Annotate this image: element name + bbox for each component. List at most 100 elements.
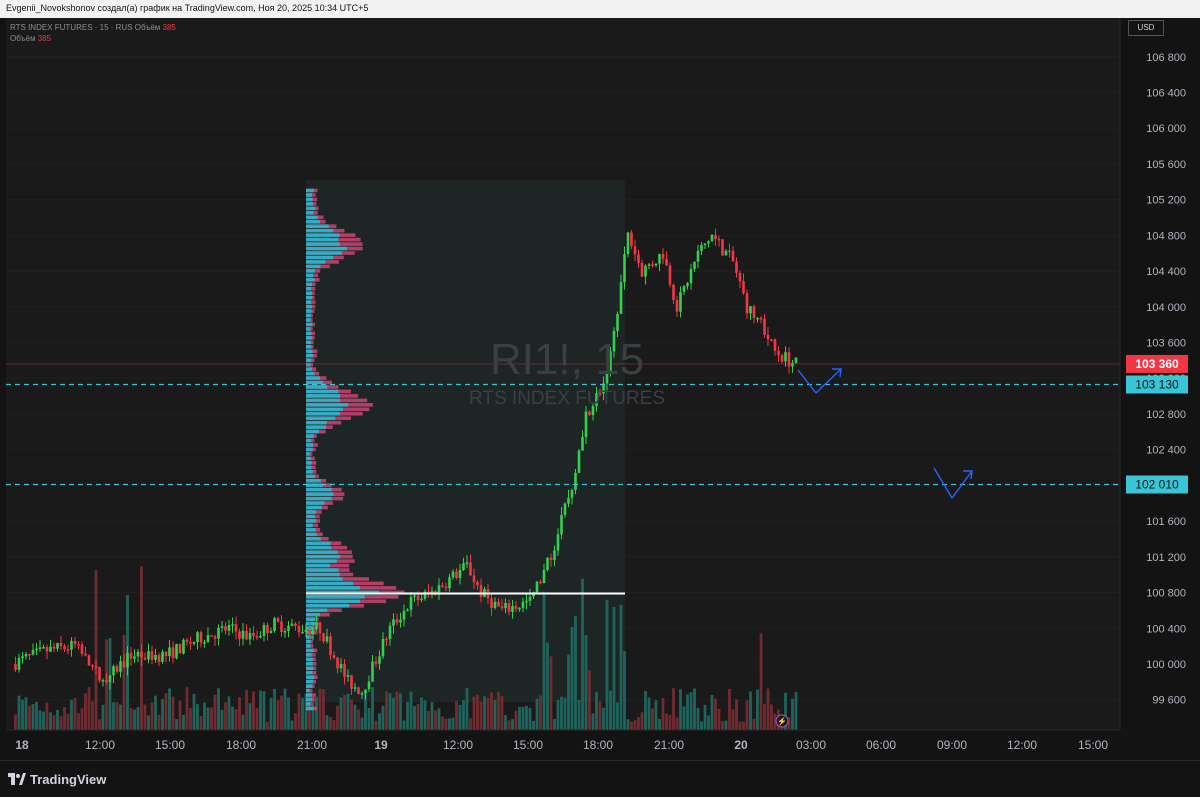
candle[interactable] bbox=[357, 687, 360, 694]
candle[interactable] bbox=[385, 638, 388, 641]
forecast-arrow-1[interactable] bbox=[797, 368, 842, 395]
candle[interactable] bbox=[378, 656, 381, 664]
candle[interactable] bbox=[640, 262, 644, 277]
candle[interactable] bbox=[84, 653, 87, 656]
candle[interactable] bbox=[287, 625, 290, 632]
candle[interactable] bbox=[455, 571, 458, 579]
candle[interactable] bbox=[602, 383, 605, 394]
candle[interactable] bbox=[294, 623, 297, 627]
candle[interactable] bbox=[98, 666, 101, 681]
candle[interactable] bbox=[560, 514, 563, 535]
candle[interactable] bbox=[710, 234, 714, 242]
candle[interactable] bbox=[45, 647, 49, 652]
candle[interactable] bbox=[497, 601, 500, 607]
candle[interactable] bbox=[794, 357, 798, 363]
candle[interactable] bbox=[574, 472, 577, 491]
volume-profile-range[interactable] bbox=[306, 180, 625, 702]
candle[interactable] bbox=[619, 282, 623, 314]
candle[interactable] bbox=[56, 643, 59, 649]
candle[interactable] bbox=[696, 250, 700, 262]
candle[interactable] bbox=[63, 646, 66, 650]
candle[interactable] bbox=[143, 657, 147, 660]
candle[interactable] bbox=[266, 624, 269, 634]
candle[interactable] bbox=[224, 626, 227, 631]
candle[interactable] bbox=[185, 639, 189, 642]
candle[interactable] bbox=[448, 577, 451, 589]
candle[interactable] bbox=[308, 629, 311, 634]
candle[interactable] bbox=[119, 661, 122, 672]
candle[interactable] bbox=[728, 250, 731, 253]
candle[interactable] bbox=[665, 258, 668, 266]
candle[interactable] bbox=[553, 550, 556, 561]
candle[interactable] bbox=[791, 362, 794, 367]
candle[interactable] bbox=[633, 246, 637, 255]
candle[interactable] bbox=[325, 636, 329, 642]
candle[interactable] bbox=[605, 371, 609, 384]
candle[interactable] bbox=[703, 243, 707, 245]
candle[interactable] bbox=[490, 598, 493, 608]
candle[interactable] bbox=[199, 632, 203, 643]
candle[interactable] bbox=[241, 630, 245, 639]
candle[interactable] bbox=[595, 393, 598, 407]
candle[interactable] bbox=[679, 291, 682, 312]
candle[interactable] bbox=[175, 644, 178, 659]
candle[interactable] bbox=[42, 647, 45, 649]
candle[interactable] bbox=[259, 635, 262, 638]
candle[interactable] bbox=[301, 632, 304, 634]
candle[interactable] bbox=[234, 624, 238, 632]
candle[interactable] bbox=[14, 664, 17, 670]
candle[interactable] bbox=[742, 281, 745, 294]
candle[interactable] bbox=[381, 638, 385, 657]
candle[interactable] bbox=[388, 625, 392, 639]
candle[interactable] bbox=[787, 352, 791, 367]
candle[interactable] bbox=[322, 633, 325, 642]
candle[interactable] bbox=[658, 253, 661, 264]
candle[interactable] bbox=[770, 339, 773, 341]
candle[interactable] bbox=[269, 630, 273, 634]
candle[interactable] bbox=[87, 655, 91, 666]
candle[interactable] bbox=[766, 334, 770, 340]
candle[interactable] bbox=[535, 581, 539, 593]
candle[interactable] bbox=[108, 675, 112, 683]
candle[interactable] bbox=[252, 632, 255, 637]
candle[interactable] bbox=[70, 640, 73, 650]
candle[interactable] bbox=[364, 689, 367, 694]
candle[interactable] bbox=[360, 693, 364, 695]
candle[interactable] bbox=[623, 254, 626, 283]
candle[interactable] bbox=[542, 569, 546, 584]
candle[interactable] bbox=[525, 600, 528, 603]
candle[interactable] bbox=[423, 591, 427, 599]
candle[interactable] bbox=[735, 261, 738, 273]
candle[interactable] bbox=[353, 687, 357, 689]
candle[interactable] bbox=[91, 665, 94, 667]
candle[interactable] bbox=[472, 575, 476, 582]
candle[interactable] bbox=[66, 649, 70, 651]
candle[interactable] bbox=[112, 666, 115, 676]
candle[interactable] bbox=[724, 250, 728, 256]
candle[interactable] bbox=[521, 601, 525, 608]
candle[interactable] bbox=[437, 585, 441, 595]
candle[interactable] bbox=[707, 241, 710, 244]
candle[interactable] bbox=[469, 562, 472, 576]
candle[interactable] bbox=[336, 657, 339, 669]
candle[interactable] bbox=[52, 646, 56, 649]
candle[interactable] bbox=[714, 234, 717, 239]
candle[interactable] bbox=[248, 632, 252, 640]
candle[interactable] bbox=[556, 534, 560, 551]
candle[interactable] bbox=[756, 317, 759, 320]
candle[interactable] bbox=[115, 666, 119, 672]
candle[interactable] bbox=[784, 352, 787, 362]
candle[interactable] bbox=[217, 627, 220, 639]
candle[interactable] bbox=[504, 603, 507, 609]
forecast-arrows[interactable] bbox=[797, 368, 973, 500]
candle[interactable] bbox=[430, 591, 434, 594]
candle[interactable] bbox=[38, 647, 42, 649]
candle[interactable] bbox=[749, 306, 752, 314]
candle[interactable] bbox=[420, 598, 423, 601]
candle[interactable] bbox=[532, 592, 535, 597]
candle[interactable] bbox=[752, 306, 756, 319]
candle[interactable] bbox=[346, 675, 350, 677]
candle[interactable] bbox=[392, 619, 395, 626]
candle[interactable] bbox=[77, 644, 80, 646]
candle[interactable] bbox=[644, 265, 647, 277]
